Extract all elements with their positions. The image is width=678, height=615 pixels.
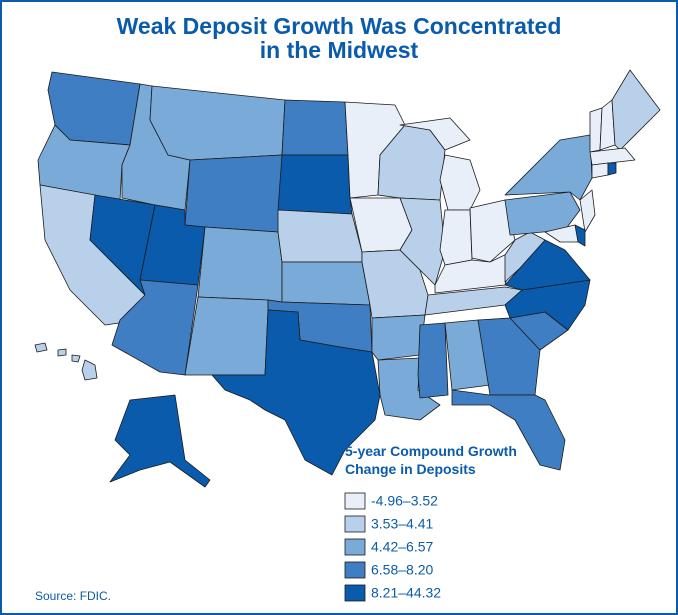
state — [281, 261, 371, 306]
state — [34, 342, 48, 353]
state — [477, 317, 541, 396]
state — [399, 117, 471, 151]
state — [277, 154, 353, 215]
state — [611, 69, 661, 151]
state — [469, 199, 516, 263]
title-line: in the Midwest — [260, 37, 419, 63]
state — [184, 154, 283, 233]
state — [371, 314, 426, 361]
legend-label: 4.42–6.57 — [371, 539, 433, 555]
legend-label: 8.21–44.32 — [371, 585, 441, 601]
state — [277, 209, 363, 263]
legend-label: -4.96–3.52 — [371, 493, 438, 509]
state — [589, 147, 636, 166]
state — [184, 296, 269, 376]
state — [109, 394, 211, 488]
state — [197, 226, 283, 303]
state — [399, 197, 446, 286]
legend-swatch — [344, 561, 366, 579]
legend-swatch — [344, 538, 366, 556]
legend-title: 5-year Compound Growth — [345, 443, 517, 459]
legend-label: 3.53–4.41 — [371, 516, 433, 532]
legend-title: Change in Deposits — [345, 461, 476, 477]
state — [504, 191, 581, 236]
state — [211, 309, 381, 476]
legend-swatch — [344, 492, 366, 510]
states — [34, 69, 661, 488]
state — [434, 249, 516, 294]
legend-swatch — [344, 515, 366, 533]
title-line: Weak Deposit Growth Was Concentrated — [117, 13, 562, 39]
legend-swatch — [344, 584, 366, 602]
legend: -4.96–3.52 3.53–4.41 4.42–6.57 6.58–8.20 8.2… — [344, 492, 441, 602]
state — [37, 124, 131, 201]
state — [451, 389, 566, 471]
state — [439, 209, 473, 266]
state — [607, 162, 617, 176]
state — [544, 224, 579, 243]
state — [417, 322, 449, 399]
state — [281, 99, 349, 156]
state — [57, 348, 67, 357]
legend-label: 6.58–8.20 — [371, 562, 433, 578]
state — [81, 359, 98, 381]
state — [111, 279, 199, 376]
state — [579, 189, 596, 233]
state — [591, 162, 609, 179]
state — [71, 354, 81, 363]
source: Source: FDIC. — [35, 589, 111, 603]
